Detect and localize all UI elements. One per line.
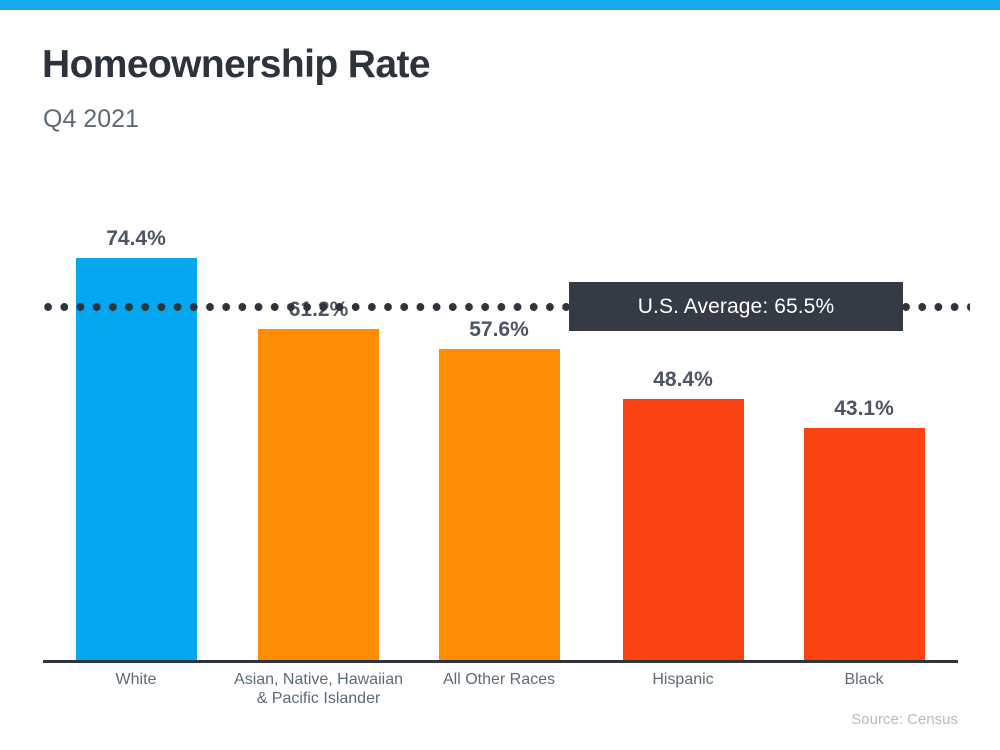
category-label-line: Asian, Native, Hawaiian bbox=[234, 671, 403, 688]
bar-3 bbox=[623, 399, 744, 661]
category-label-line: & Pacific Islander bbox=[256, 690, 381, 707]
bar-value-label-4: 43.1% bbox=[834, 397, 894, 420]
page-subtitle: Q4 2021 bbox=[43, 105, 139, 133]
top-accent-bar bbox=[0, 0, 1000, 10]
us-average-callout-label: U.S. Average: 65.5% bbox=[637, 294, 835, 318]
bar-1 bbox=[258, 329, 379, 661]
us-average-callout: U.S. Average: 65.5% bbox=[569, 282, 903, 331]
bar-value-label-2: 57.6% bbox=[469, 318, 529, 341]
category-label-line: Black bbox=[844, 671, 884, 688]
source-attribution: Source: Census bbox=[851, 711, 958, 728]
bar-0 bbox=[76, 258, 197, 661]
category-label-1: Asian, Native, Hawaiian & Pacific Islande… bbox=[209, 670, 429, 708]
category-label-line: White bbox=[115, 671, 157, 688]
us-average-reference-line bbox=[40, 303, 970, 311]
category-label-line: Hispanic bbox=[652, 671, 714, 688]
bar-2 bbox=[439, 349, 560, 661]
bar-value-label-0: 74.4% bbox=[106, 227, 166, 250]
category-label-0: White bbox=[26, 670, 246, 689]
category-label-2: All Other Races bbox=[389, 670, 609, 689]
bar-value-label-3: 48.4% bbox=[653, 368, 713, 391]
x-axis-line bbox=[43, 660, 958, 663]
category-label-line: All Other Races bbox=[442, 671, 556, 688]
category-label-3: Hispanic bbox=[573, 670, 793, 689]
category-label-4: Black bbox=[754, 670, 974, 689]
bar-4 bbox=[804, 428, 925, 661]
page-title: Homeownership Rate bbox=[42, 43, 431, 86]
